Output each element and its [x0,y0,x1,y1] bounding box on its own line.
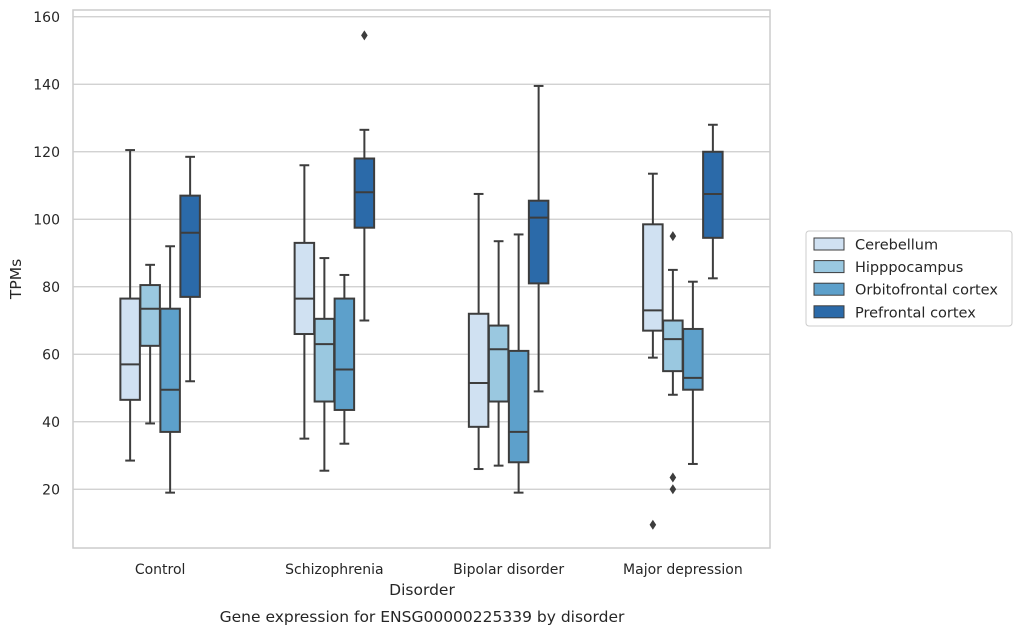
box-2-0 [467,192,490,471]
legend-label-1: Hipppocampus [855,260,963,276]
box-body [139,284,161,347]
box-body [507,349,530,464]
x-tick-labels: Control Schizophrenia Bipolar disorder Majo… [135,562,743,578]
box-0-3 [179,155,201,383]
x-tick-label-3: Major depression [623,562,743,578]
outlier-1 [669,472,677,483]
y-tick-label-140: 140 [33,77,60,93]
legend-swatch-3 [813,305,845,319]
box-2-1 [487,240,510,467]
box-body [159,307,181,433]
box-3-3 [702,123,724,280]
y-axis-label: TPMs [7,259,25,300]
legend-swatch-2 [813,282,845,296]
box-body [119,297,141,401]
y-tick-label-80: 80 [42,280,60,296]
box-body [179,194,201,298]
y-tick-label-20: 20 [42,482,60,498]
legend-frame [805,230,1013,327]
box-1-0 [293,164,316,440]
y-tick-label-40: 40 [42,415,60,431]
plot-frame [72,9,771,549]
outlier-2 [669,484,677,495]
box-body [662,319,684,373]
boxes [119,30,724,530]
outlier-0 [649,519,657,530]
box-body [333,297,356,411]
y-tick-label-160: 160 [33,10,60,26]
box-body [293,241,316,336]
x-tick-label-0: Control [135,562,186,578]
box-3-2 [682,280,704,465]
legend: Cerebellum Hipppocampus Orbitofrontal cort… [805,230,1013,327]
box-body [467,312,490,428]
legend-label-0: Cerebellum [855,238,938,254]
legend-label-2: Orbitofrontal cortex [855,283,998,299]
box-1-2 [333,273,356,445]
box-body [313,317,336,403]
x-tick-label-2: Bipolar disorder [453,562,564,578]
legend-swatch-1 [813,260,845,274]
box-0-1 [139,263,161,425]
box-2-3 [527,84,550,393]
legend-label-3: Prefrontal cortex [855,305,976,321]
box-body [487,324,510,403]
box-body [527,199,550,285]
box-body [642,223,664,332]
y-tick-label-120: 120 [33,145,60,161]
box-1-1 [313,257,336,472]
box-0-0 [119,149,141,462]
y-tick-label-100: 100 [33,212,60,228]
x-axis-label: Disorder [389,581,455,599]
chart-title: Gene expression for ENSG00000225339 by d… [220,608,625,626]
legend-swatch-0 [813,237,845,251]
y-tick-label-60: 60 [42,347,60,363]
box-body [682,327,704,391]
outlier-0 [669,231,677,242]
box-2-2 [507,233,530,494]
box-3-0 [642,172,664,530]
x-tick-label-1: Schizophrenia [285,562,383,578]
box-0-2 [159,245,181,494]
outlier-0 [361,30,368,41]
y-tick-labels: 20 40 60 80 100 120 140 160 [33,10,60,499]
box-1-3 [353,30,376,322]
box-3-1 [662,231,684,495]
